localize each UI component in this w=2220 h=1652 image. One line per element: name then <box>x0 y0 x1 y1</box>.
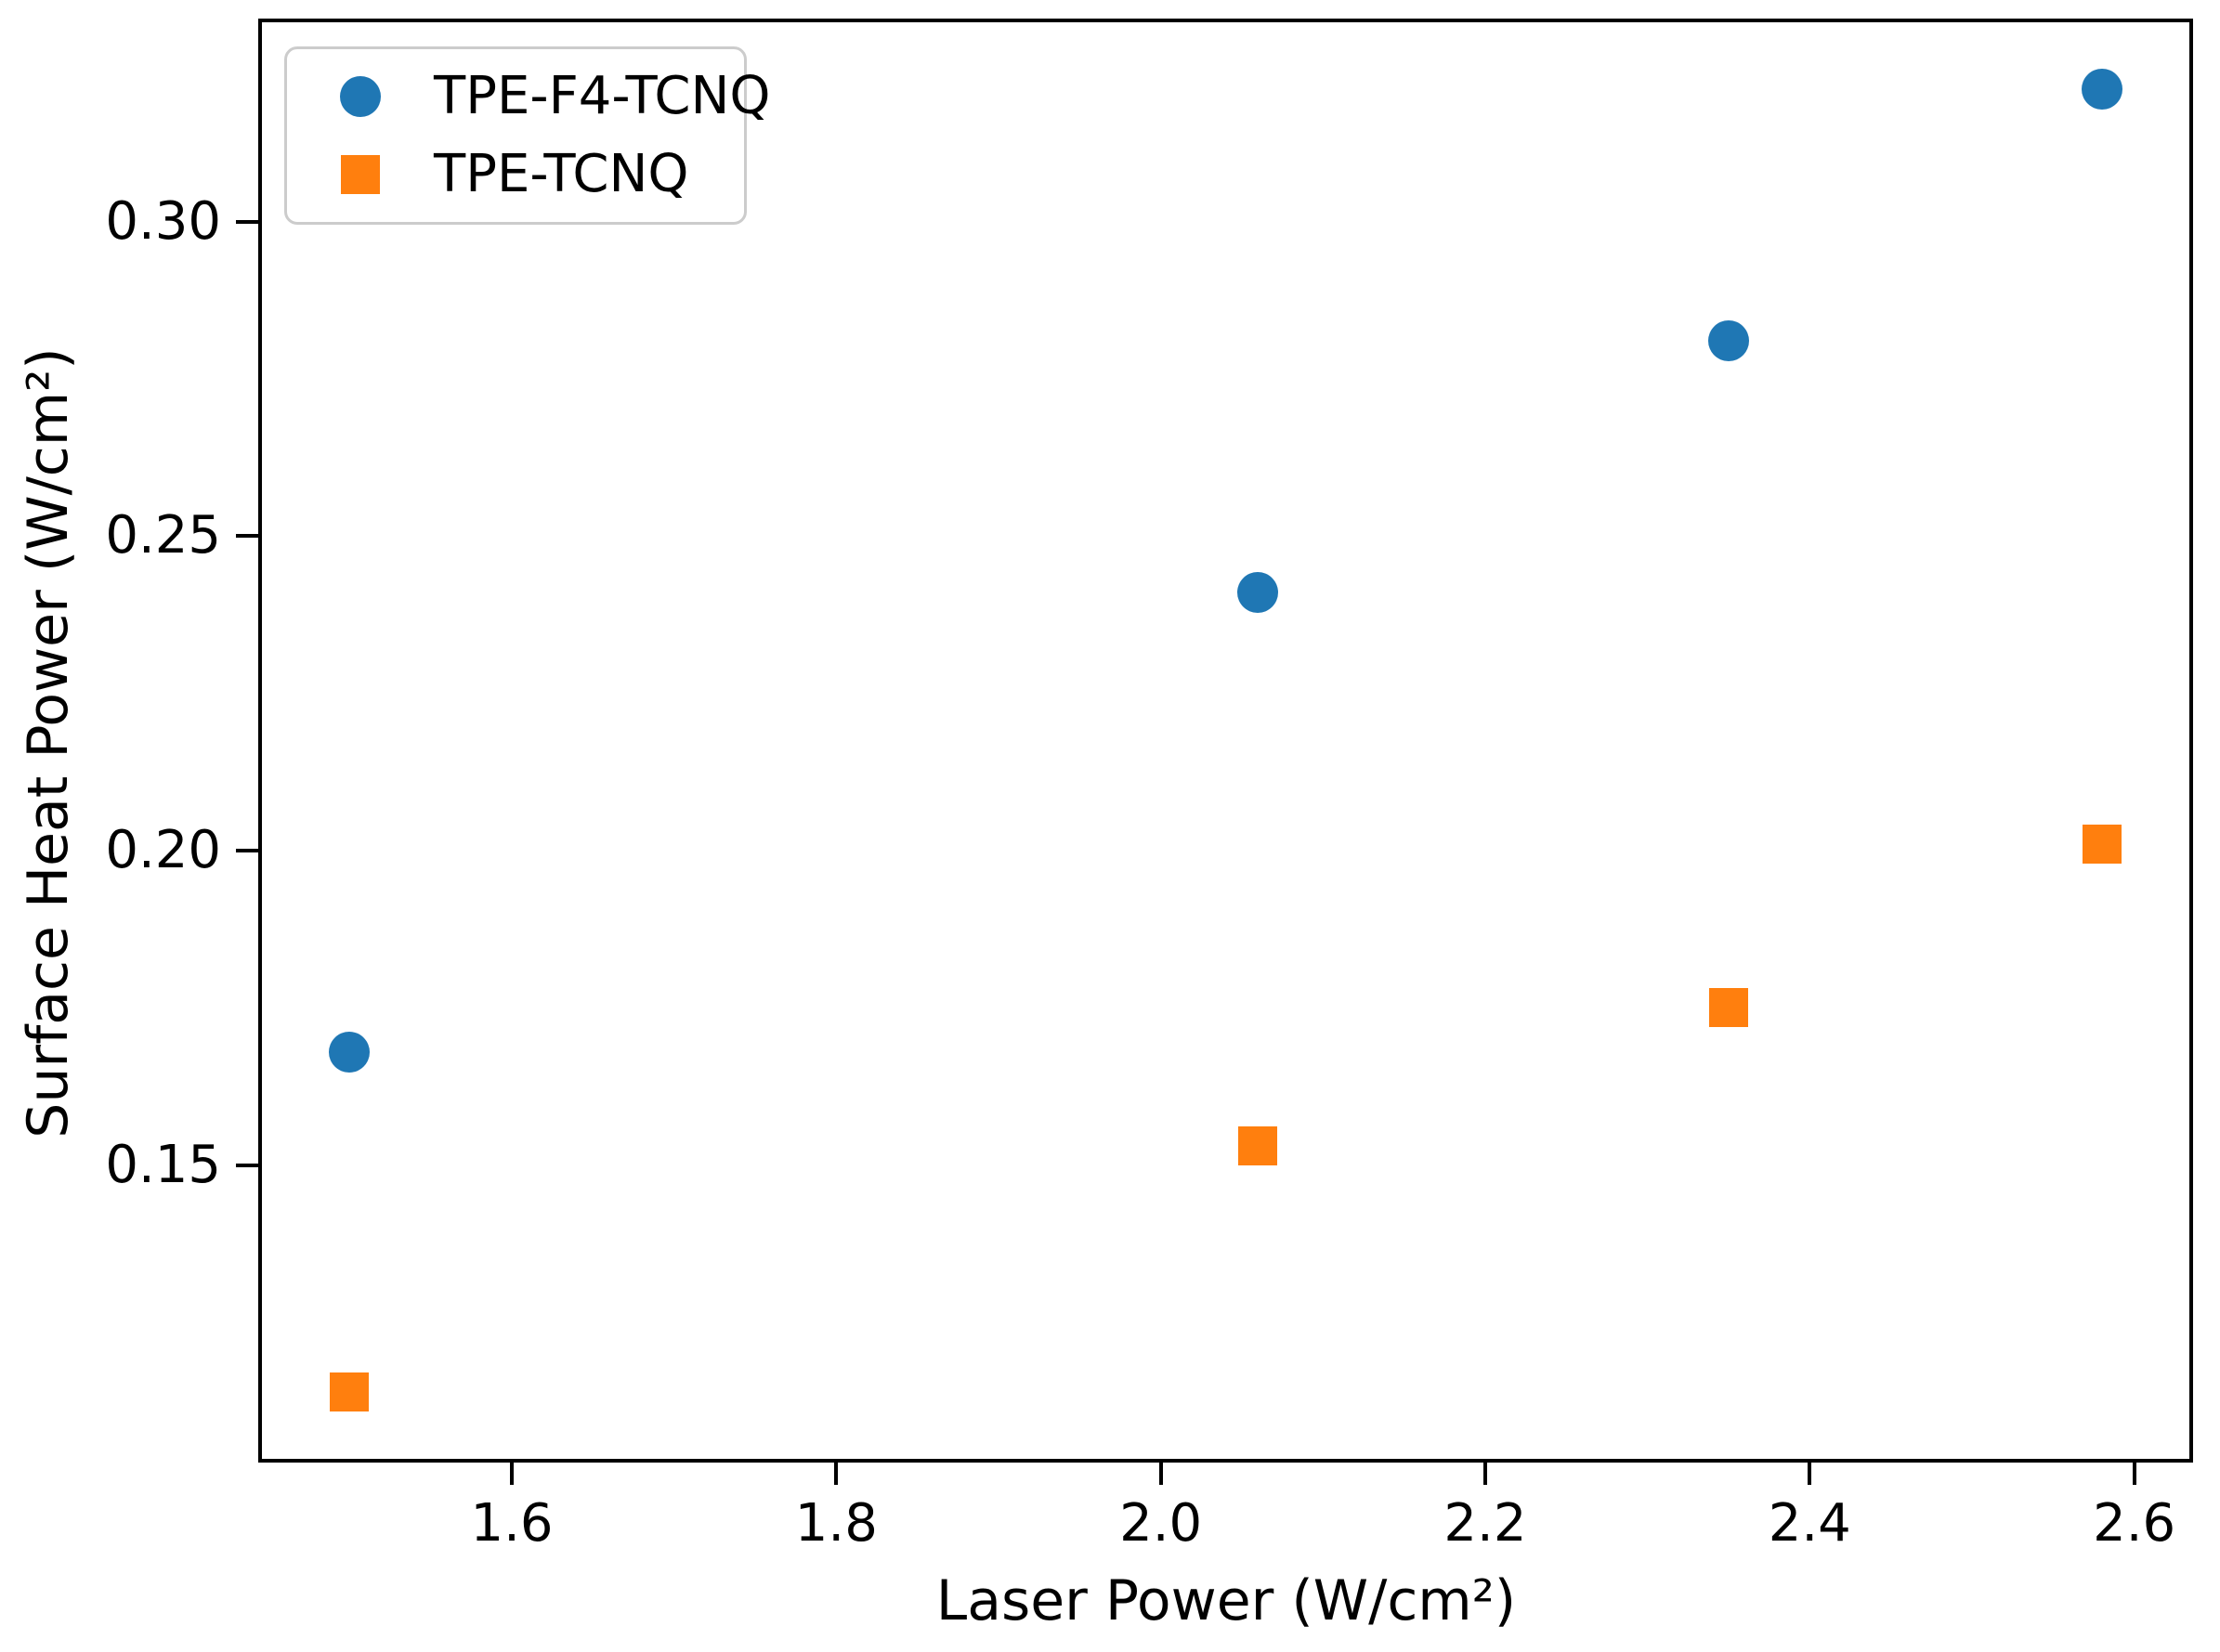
legend-label: TPE-F4-TCNQ <box>434 66 771 126</box>
x-tick-label: 2.2 <box>1443 1493 1527 1554</box>
x-tick-mark <box>834 1463 839 1485</box>
x-axis-label: Laser Power (W/cm²) <box>935 1568 1517 1633</box>
data-point-tpe-tcnq <box>1238 1126 1278 1166</box>
x-tick-mark <box>1482 1463 1487 1485</box>
data-point-tpe-tcnq <box>330 1372 370 1411</box>
legend-item-tpe-f4-tcnq: TPE-F4-TCNQ <box>287 70 770 124</box>
legend-item-tpe-tcnq: TPE-TCNQ <box>287 148 735 202</box>
y-tick-mark <box>236 849 258 853</box>
y-tick-mark <box>236 1163 258 1167</box>
x-tick-label: 1.8 <box>794 1493 878 1554</box>
x-tick-label: 1.6 <box>470 1493 554 1554</box>
points-layer <box>262 22 2189 1459</box>
plot-area: TPE-F4-TCNQ TPE-TCNQ <box>258 19 2193 1463</box>
circle-marker-icon <box>340 76 381 117</box>
x-tick-label: 2.4 <box>1768 1493 1851 1554</box>
x-tick-label: 2.0 <box>1119 1493 1203 1554</box>
y-axis-label: Surface Heat Power (W/cm²) <box>16 347 81 1138</box>
data-point-tpe-tcnq <box>1708 988 1748 1028</box>
data-point-tpe-f4-tcnq <box>1707 320 1749 362</box>
x-tick-mark <box>1808 1463 1812 1485</box>
y-tick-label: 0.15 <box>105 1134 221 1195</box>
x-tick-mark <box>2132 1463 2136 1485</box>
data-point-tpe-f4-tcnq <box>2081 69 2122 111</box>
data-point-tpe-tcnq <box>2082 825 2122 865</box>
y-tick-mark <box>236 219 258 224</box>
square-marker-icon <box>341 155 380 194</box>
data-point-tpe-f4-tcnq <box>329 1031 371 1073</box>
x-tick-label: 2.6 <box>2093 1493 2176 1554</box>
y-tick-mark <box>236 534 258 539</box>
x-tick-mark <box>1158 1463 1163 1485</box>
data-point-tpe-f4-tcnq <box>1237 572 1279 614</box>
legend-marker-cell <box>287 155 434 194</box>
x-tick-mark <box>509 1463 514 1485</box>
legend: TPE-F4-TCNQ TPE-TCNQ <box>284 46 770 225</box>
y-tick-label: 0.30 <box>105 190 221 252</box>
legend-label: TPE-TCNQ <box>434 144 689 204</box>
legend-marker-cell <box>287 76 434 117</box>
